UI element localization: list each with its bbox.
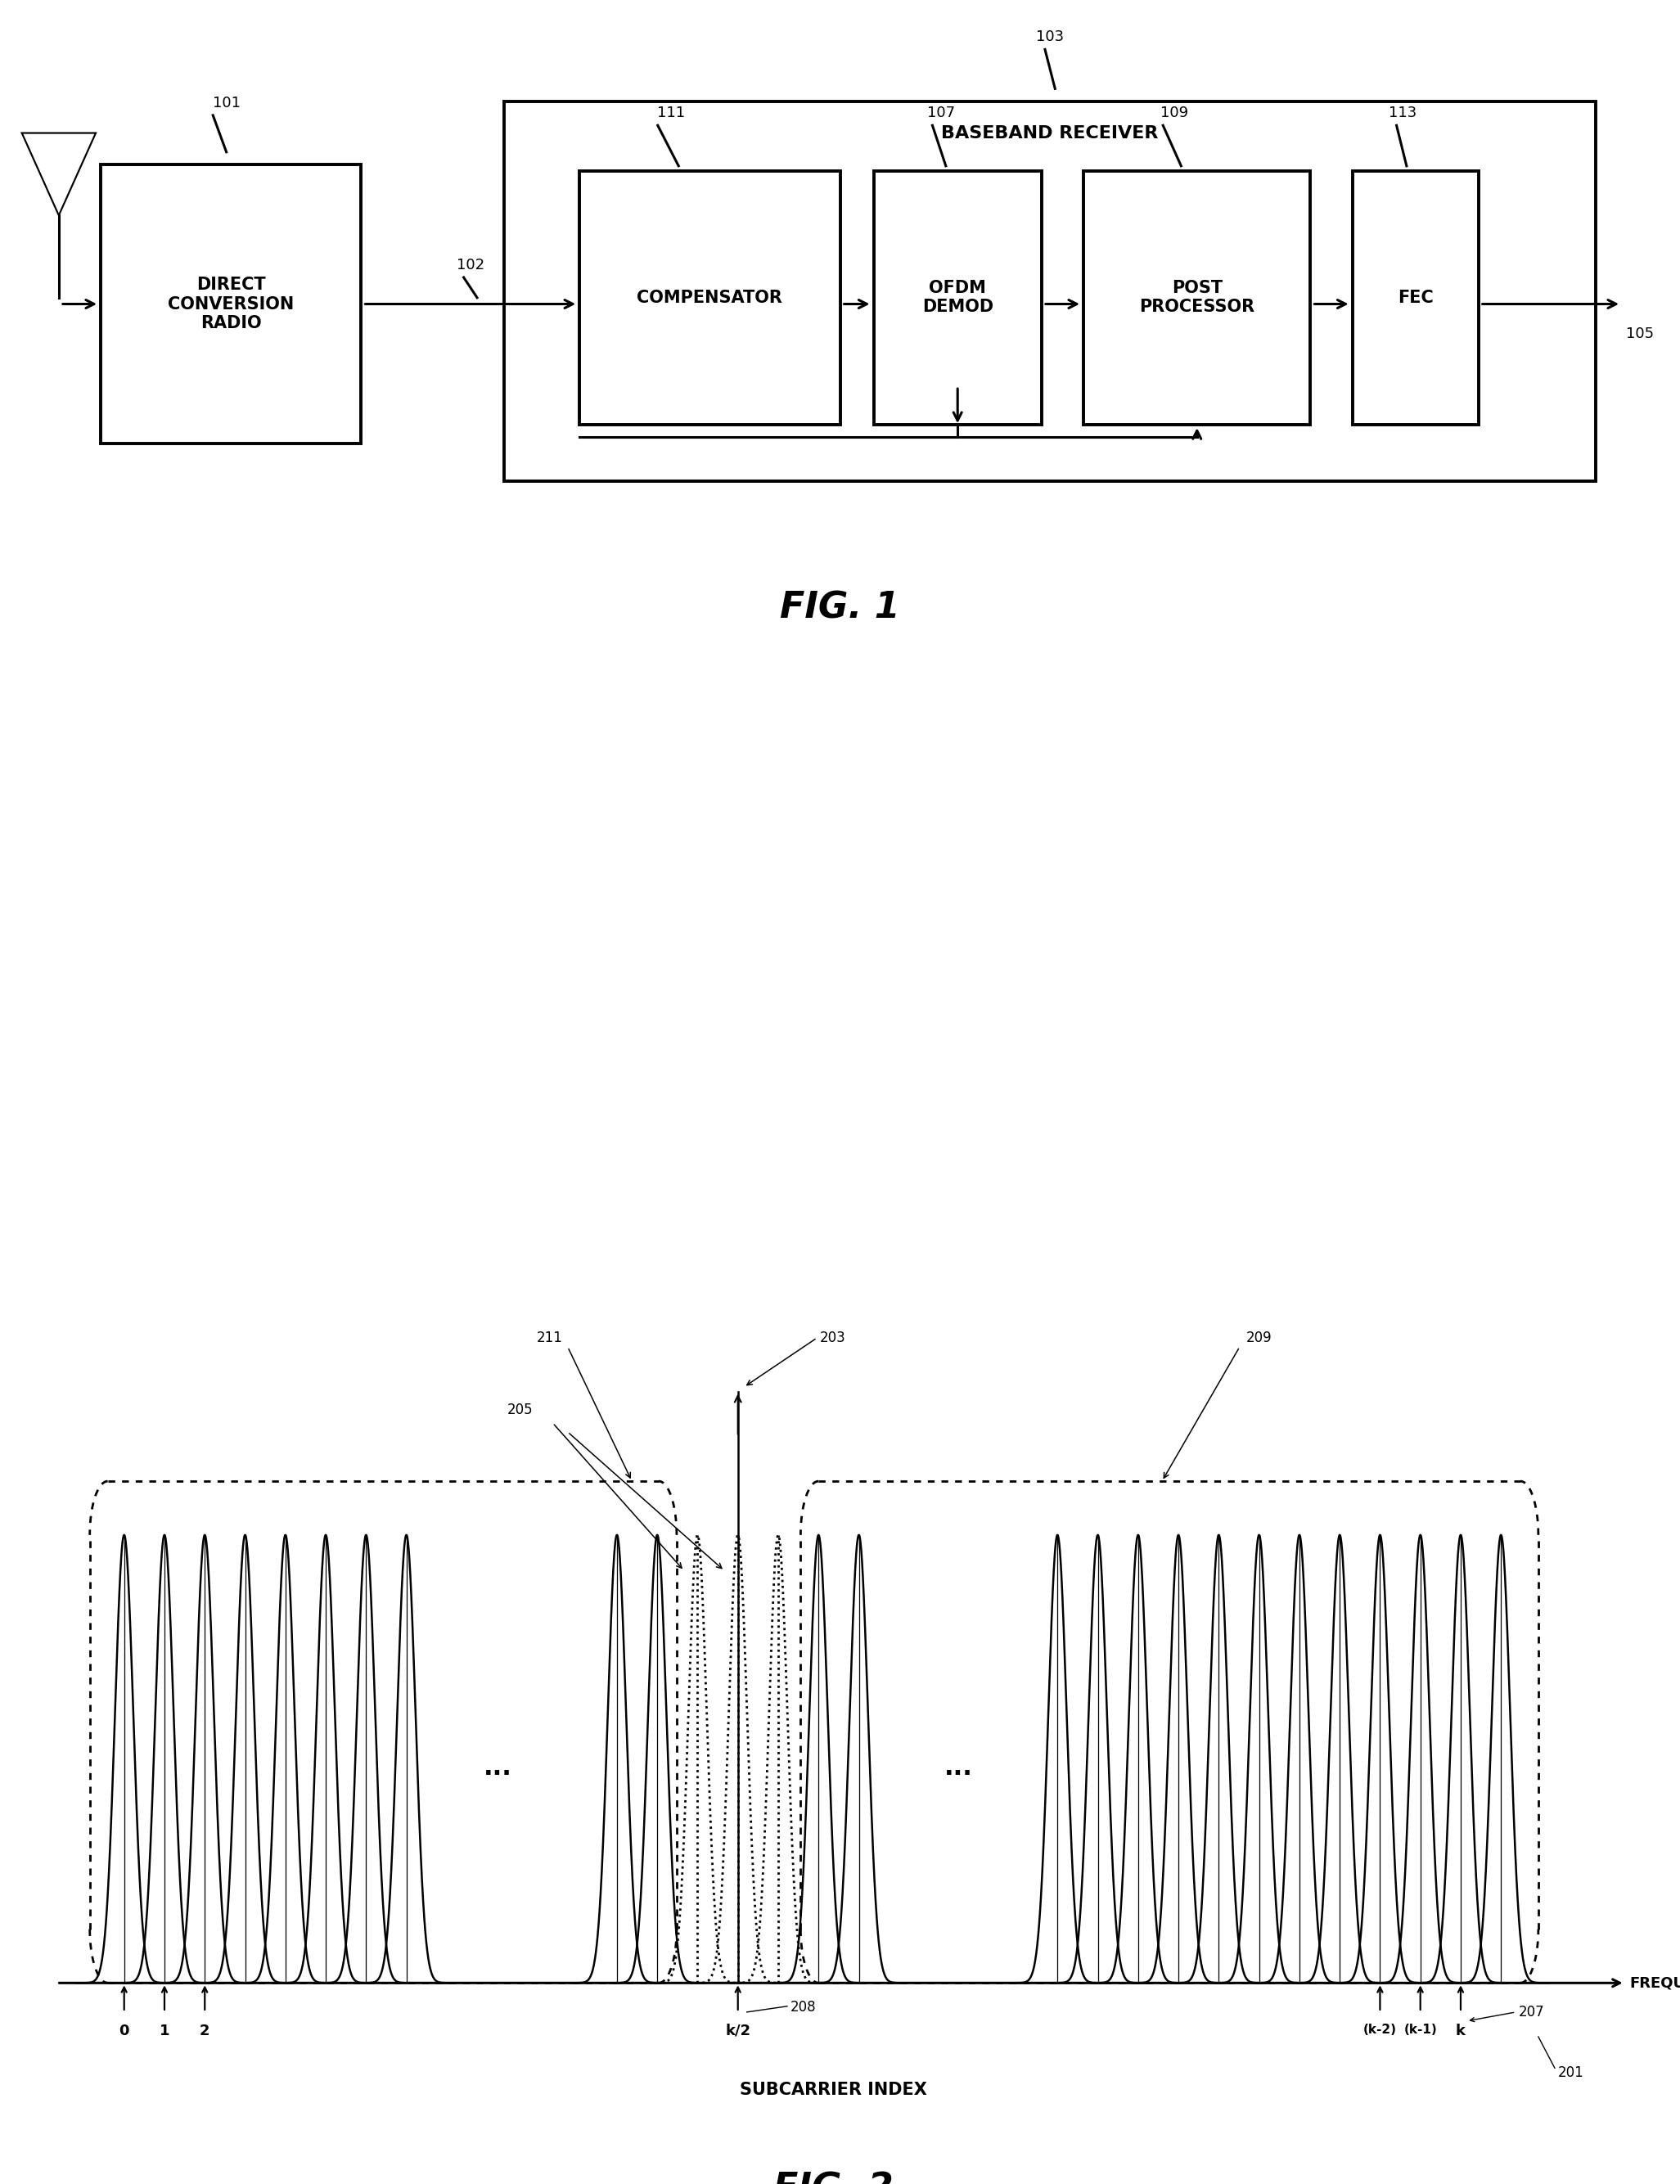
Text: k/2: k/2 [726, 2022, 751, 2038]
Text: POST
PROCESSOR: POST PROCESSOR [1139, 280, 1255, 314]
Text: ...: ... [484, 1756, 512, 1780]
Text: 209: 209 [1247, 1330, 1272, 1345]
FancyBboxPatch shape [1352, 170, 1478, 424]
Text: 109: 109 [1161, 105, 1188, 120]
FancyBboxPatch shape [504, 100, 1596, 480]
Text: SUBCARRIER INDEX: SUBCARRIER INDEX [739, 2081, 927, 2099]
Text: (k-1): (k-1) [1404, 2022, 1436, 2035]
Text: ...: ... [944, 1756, 973, 1780]
Text: k: k [1457, 2022, 1465, 2038]
FancyBboxPatch shape [580, 170, 840, 424]
Text: FIG. 2: FIG. 2 [773, 2171, 894, 2184]
Text: DIRECT
CONVERSION
RADIO: DIRECT CONVERSION RADIO [168, 277, 294, 332]
Text: 0: 0 [119, 2022, 129, 2038]
Text: 2: 2 [200, 2022, 210, 2038]
Text: 1: 1 [160, 2022, 170, 2038]
Text: 203: 203 [820, 1330, 847, 1345]
Text: 211: 211 [536, 1330, 563, 1345]
Text: 107: 107 [927, 105, 954, 120]
Text: 208: 208 [790, 2001, 816, 2016]
Text: 113: 113 [1389, 105, 1416, 120]
Text: BASEBAND RECEIVER: BASEBAND RECEIVER [941, 124, 1159, 142]
Text: 105: 105 [1626, 328, 1655, 341]
Text: FREQUENCY: FREQUENCY [1630, 1977, 1680, 1990]
Text: (k-2): (k-2) [1362, 2022, 1396, 2035]
Text: FIG. 1: FIG. 1 [780, 590, 900, 625]
Text: 207: 207 [1519, 2005, 1546, 2020]
Text: OFDM
DEMOD: OFDM DEMOD [922, 280, 993, 314]
FancyBboxPatch shape [1084, 170, 1310, 424]
FancyBboxPatch shape [101, 164, 361, 443]
Text: 205: 205 [507, 1402, 533, 1417]
Text: 101: 101 [212, 96, 240, 109]
Text: FEC: FEC [1398, 290, 1433, 306]
Text: 102: 102 [457, 258, 484, 273]
Text: COMPENSATOR: COMPENSATOR [637, 290, 783, 306]
Text: 111: 111 [657, 105, 685, 120]
Text: 103: 103 [1037, 31, 1063, 44]
FancyBboxPatch shape [874, 170, 1042, 424]
Text: 201: 201 [1557, 2066, 1584, 2079]
